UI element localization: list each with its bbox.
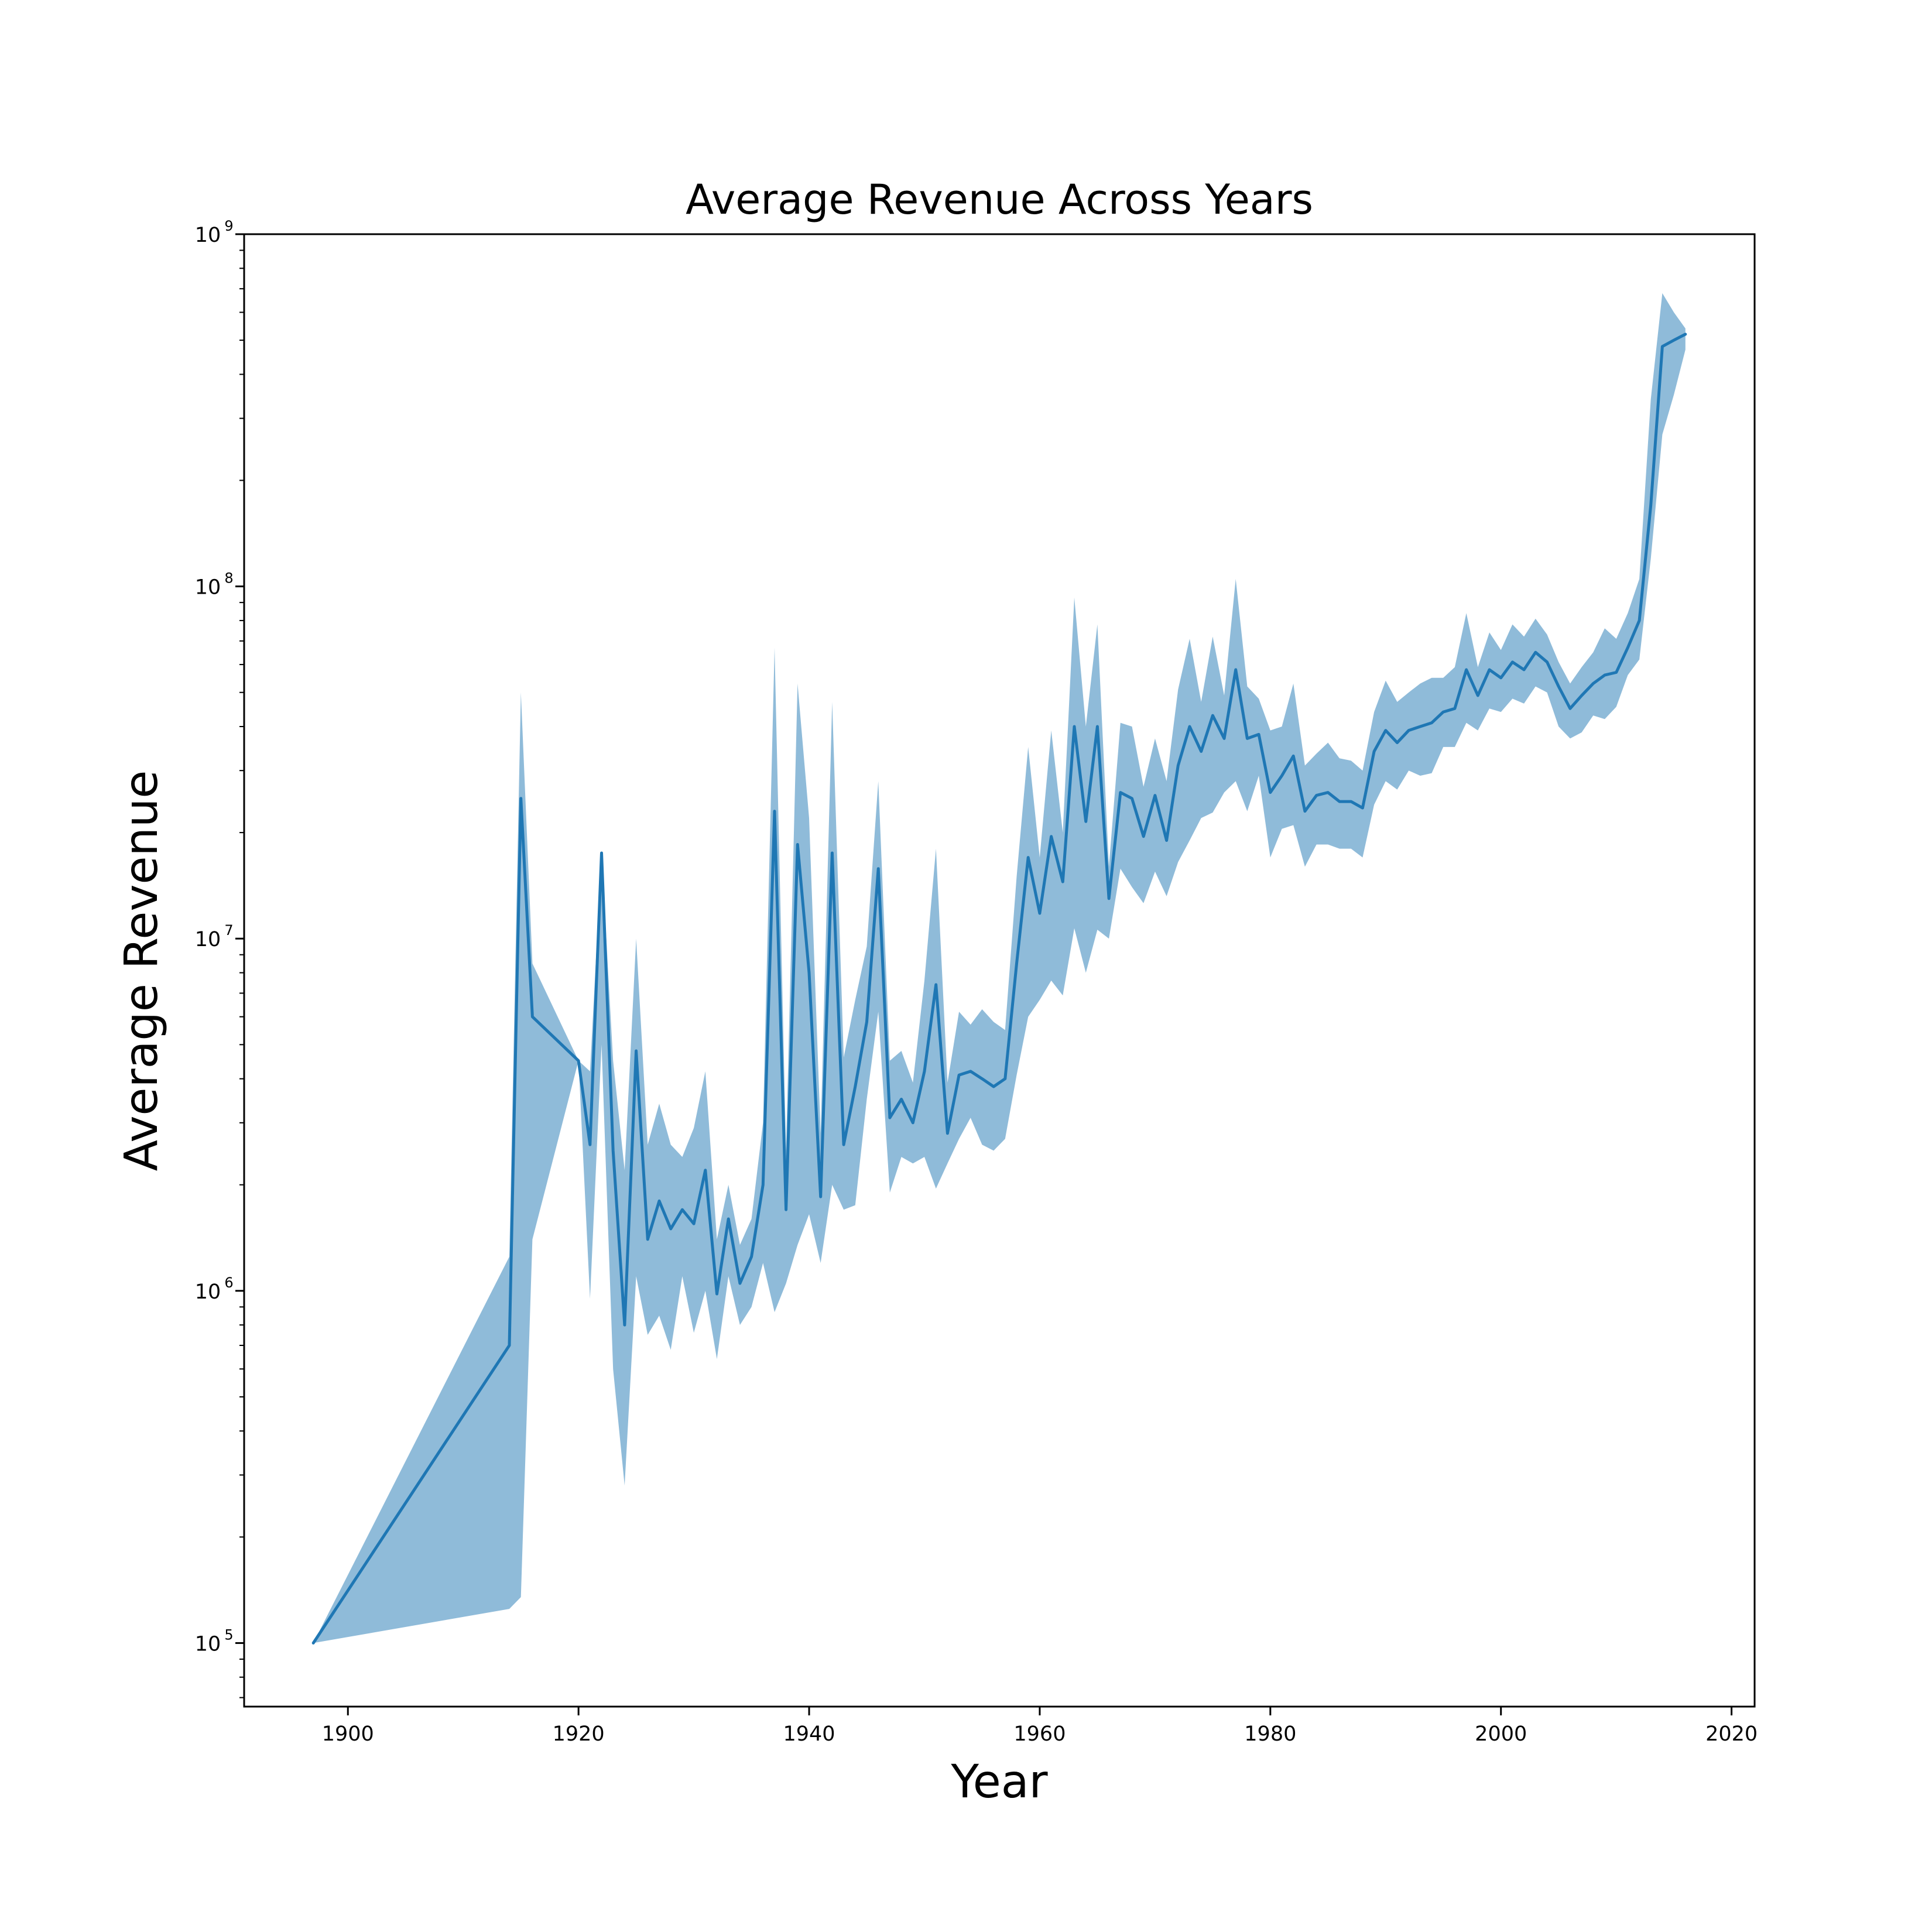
y-tick-exponent: 6 [224, 1275, 233, 1291]
x-tick-label: 1980 [1244, 1722, 1296, 1746]
y-tick-label: 10 [195, 1632, 221, 1656]
y-tick-label: 10 [195, 928, 221, 951]
axes-frame [243, 233, 1756, 1708]
x-axis-title: Year [950, 1756, 1048, 1808]
x-tick-label: 2020 [1705, 1722, 1758, 1746]
plot-area [311, 293, 1687, 1645]
series-line [311, 333, 1687, 1645]
y-tick-exponent: 9 [224, 218, 233, 234]
y-tick-label: 10 [195, 1280, 221, 1304]
y-tick-label: 10 [195, 224, 221, 247]
y-axis-title: Average Revenue [115, 770, 168, 1171]
y-tick-exponent: 5 [224, 1626, 233, 1643]
y-tick-label: 10 [195, 576, 221, 600]
x-tick-label: 1960 [1013, 1722, 1066, 1746]
x-tick-label: 2000 [1475, 1722, 1527, 1746]
x-tick-label: 1900 [322, 1722, 374, 1746]
x-axis: 1900 1920 1940 1960 1980 2000 2020 [322, 1707, 1758, 1746]
chart-title: Average Revenue Across Years [686, 176, 1313, 224]
confidence-band [313, 293, 1686, 1643]
y-tick-exponent: 8 [224, 570, 233, 587]
y-tick-exponent: 7 [224, 922, 233, 938]
x-tick-label: 1940 [783, 1722, 835, 1746]
x-tick-label: 1920 [553, 1722, 605, 1746]
